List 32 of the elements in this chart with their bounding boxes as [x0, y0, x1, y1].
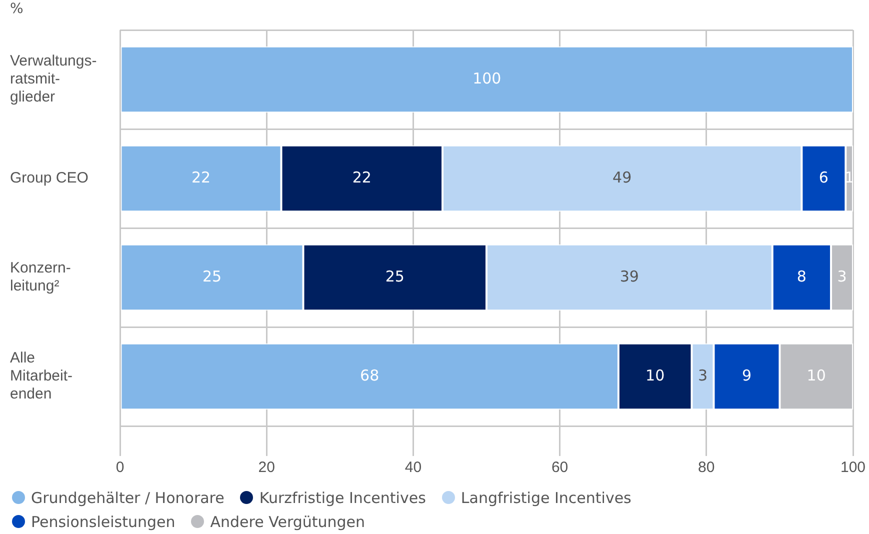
x-tick-label: 20: [258, 459, 275, 476]
data-label: 10: [806, 366, 826, 384]
legend-label: Langfristige Incentives: [460, 488, 632, 509]
data-label: 3: [837, 267, 847, 286]
x-tick-label: 80: [698, 459, 715, 476]
y-tick-label: Group CEO: [10, 170, 88, 187]
x-axis-title: %: [10, 1, 24, 17]
data-label: 8: [796, 267, 806, 286]
y-tick-label: Verwaltungs- ratsmit- glieder: [10, 52, 97, 106]
x-tick-label: 40: [404, 459, 422, 476]
legend-label: Grundgehälter / Honorare: [30, 488, 224, 509]
data-label: 22: [191, 168, 211, 186]
legend-label: Andere Vergütungen: [209, 512, 366, 533]
data-label: 49: [612, 168, 632, 186]
x-tick-label: 100: [840, 459, 866, 476]
data-label: 10: [646, 366, 665, 384]
data-label: 22: [352, 168, 372, 186]
data-label: 3: [698, 366, 708, 384]
data-label: 68: [360, 366, 380, 384]
legend-label: Kurzfristige Incentives: [258, 488, 426, 509]
x-tick-label: 0: [116, 459, 124, 476]
y-tick-label: Konzern- leitung²: [10, 260, 71, 295]
data-label: 100: [472, 69, 502, 88]
data-label: 6: [818, 168, 828, 186]
x-tick-label: 60: [551, 459, 568, 476]
data-label: 1: [844, 168, 854, 186]
data-label: 9: [742, 366, 752, 384]
y-tick-label: Alle Mitarbeit- enden: [10, 350, 73, 403]
data-label: 39: [620, 267, 639, 286]
data-label: 25: [385, 267, 404, 286]
data-label: 25: [202, 267, 222, 286]
legend-label: Pensionsleistungen: [30, 512, 176, 533]
